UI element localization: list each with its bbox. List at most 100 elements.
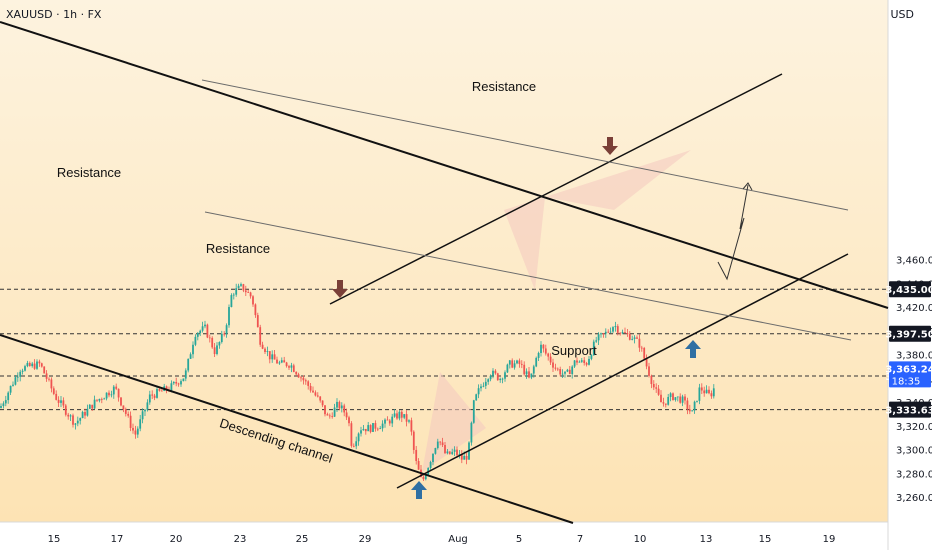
ascending-channel-lower[interactable] — [396, 253, 849, 489]
signal-arrows — [332, 137, 701, 499]
x-axis: 15 17 20 23 25 29 Aug 5 7 10 13 15 19 — [48, 534, 836, 545]
candle-body — [374, 423, 377, 429]
candle-body — [631, 338, 634, 340]
candle-body — [50, 379, 53, 389]
projection-arrowhead — [742, 182, 753, 191]
candle-body — [480, 386, 482, 389]
candle-body — [247, 292, 250, 293]
candle-body — [228, 307, 230, 326]
current-price-tag[interactable] — [889, 361, 931, 388]
candle-body — [331, 416, 334, 417]
candle-body — [295, 371, 298, 375]
candle-body — [81, 411, 84, 419]
candle-body — [244, 290, 247, 293]
candle-body — [57, 399, 60, 403]
candle-body — [158, 389, 161, 391]
candle-body — [232, 294, 235, 296]
y-tick-label: 3,380.00 — [896, 351, 932, 362]
candle-body — [530, 373, 533, 378]
candle-body — [650, 375, 653, 385]
candle-body — [110, 394, 113, 396]
bar-countdown: 18:35 — [892, 376, 921, 387]
candle-body — [501, 378, 504, 380]
candle-body — [396, 413, 398, 419]
candle-body — [328, 415, 331, 417]
level-price-label: 3,435.00 — [885, 285, 932, 296]
candle-body — [518, 360, 521, 364]
candle-body — [590, 355, 593, 359]
candle-body — [628, 333, 631, 340]
candle-body — [403, 414, 406, 418]
candle-body — [7, 392, 10, 401]
descending-channel-lower[interactable] — [0, 334, 574, 524]
triangle-pattern[interactable] — [545, 150, 691, 210]
level-price-tag[interactable] — [889, 325, 931, 342]
candle-body — [422, 476, 425, 480]
candle-body — [556, 368, 559, 370]
candle-body — [384, 419, 386, 424]
candle-body — [156, 389, 158, 398]
candle-body — [712, 388, 715, 397]
candle-body — [278, 362, 281, 364]
resistance-trendline[interactable] — [204, 211, 852, 341]
candle-body — [105, 392, 108, 399]
candle-body — [12, 384, 14, 386]
candle-body — [218, 342, 221, 346]
candle-body — [86, 408, 89, 416]
y-tick-label: 3,460.00 — [896, 256, 932, 267]
candle-body — [525, 371, 528, 375]
candle-body — [21, 370, 24, 372]
candle-body — [151, 394, 154, 396]
candle-body — [700, 387, 703, 391]
candle-body — [136, 428, 139, 435]
candle-body — [684, 396, 686, 401]
candle-body — [223, 333, 226, 335]
triangle-pattern[interactable] — [504, 197, 545, 290]
candle-body — [388, 420, 391, 424]
candle-body — [482, 385, 485, 387]
candle-body — [660, 394, 662, 403]
candle-body — [436, 441, 439, 449]
candle-body — [619, 332, 622, 334]
candle-body — [434, 448, 437, 454]
candle-body — [31, 363, 34, 367]
x-tick-label: 23 — [234, 534, 247, 545]
candle-body — [192, 344, 194, 355]
descending-channel-upper[interactable] — [0, 21, 889, 309]
candle-body — [439, 441, 442, 443]
candle-body — [379, 428, 382, 430]
candle-body — [345, 412, 348, 418]
projection-path[interactable] — [717, 184, 749, 281]
x-tick-label: 20 — [170, 534, 183, 545]
candle-body — [537, 352, 540, 358]
candle-body — [91, 404, 94, 409]
candle-body — [201, 326, 204, 331]
candle-body — [504, 372, 506, 379]
candle-body — [607, 331, 610, 333]
candle-body — [681, 396, 684, 403]
resistance-trendline[interactable] — [201, 79, 849, 211]
symbol-label[interactable]: XAUUSD · 1h · FX — [6, 8, 102, 21]
candle-body — [33, 363, 36, 369]
candle-body — [160, 390, 163, 392]
candle-body — [645, 358, 648, 367]
candle-body — [36, 361, 38, 369]
candle-body — [220, 333, 223, 343]
candle-body — [540, 344, 542, 353]
candle-body — [112, 386, 115, 395]
candle-body — [230, 295, 233, 308]
level-price-tag[interactable] — [889, 401, 931, 418]
candle-body — [528, 371, 530, 378]
ascending-channel-upper[interactable] — [329, 73, 783, 305]
candle-body — [592, 341, 595, 356]
candle-body — [444, 445, 446, 454]
candle-body — [391, 416, 394, 424]
candle-body — [326, 414, 329, 416]
candle-body — [508, 360, 511, 365]
candle-body — [148, 394, 151, 403]
level-price-tag[interactable] — [889, 281, 931, 298]
candle-body — [475, 394, 478, 401]
candle-body — [357, 433, 360, 442]
candle-body — [376, 428, 379, 430]
